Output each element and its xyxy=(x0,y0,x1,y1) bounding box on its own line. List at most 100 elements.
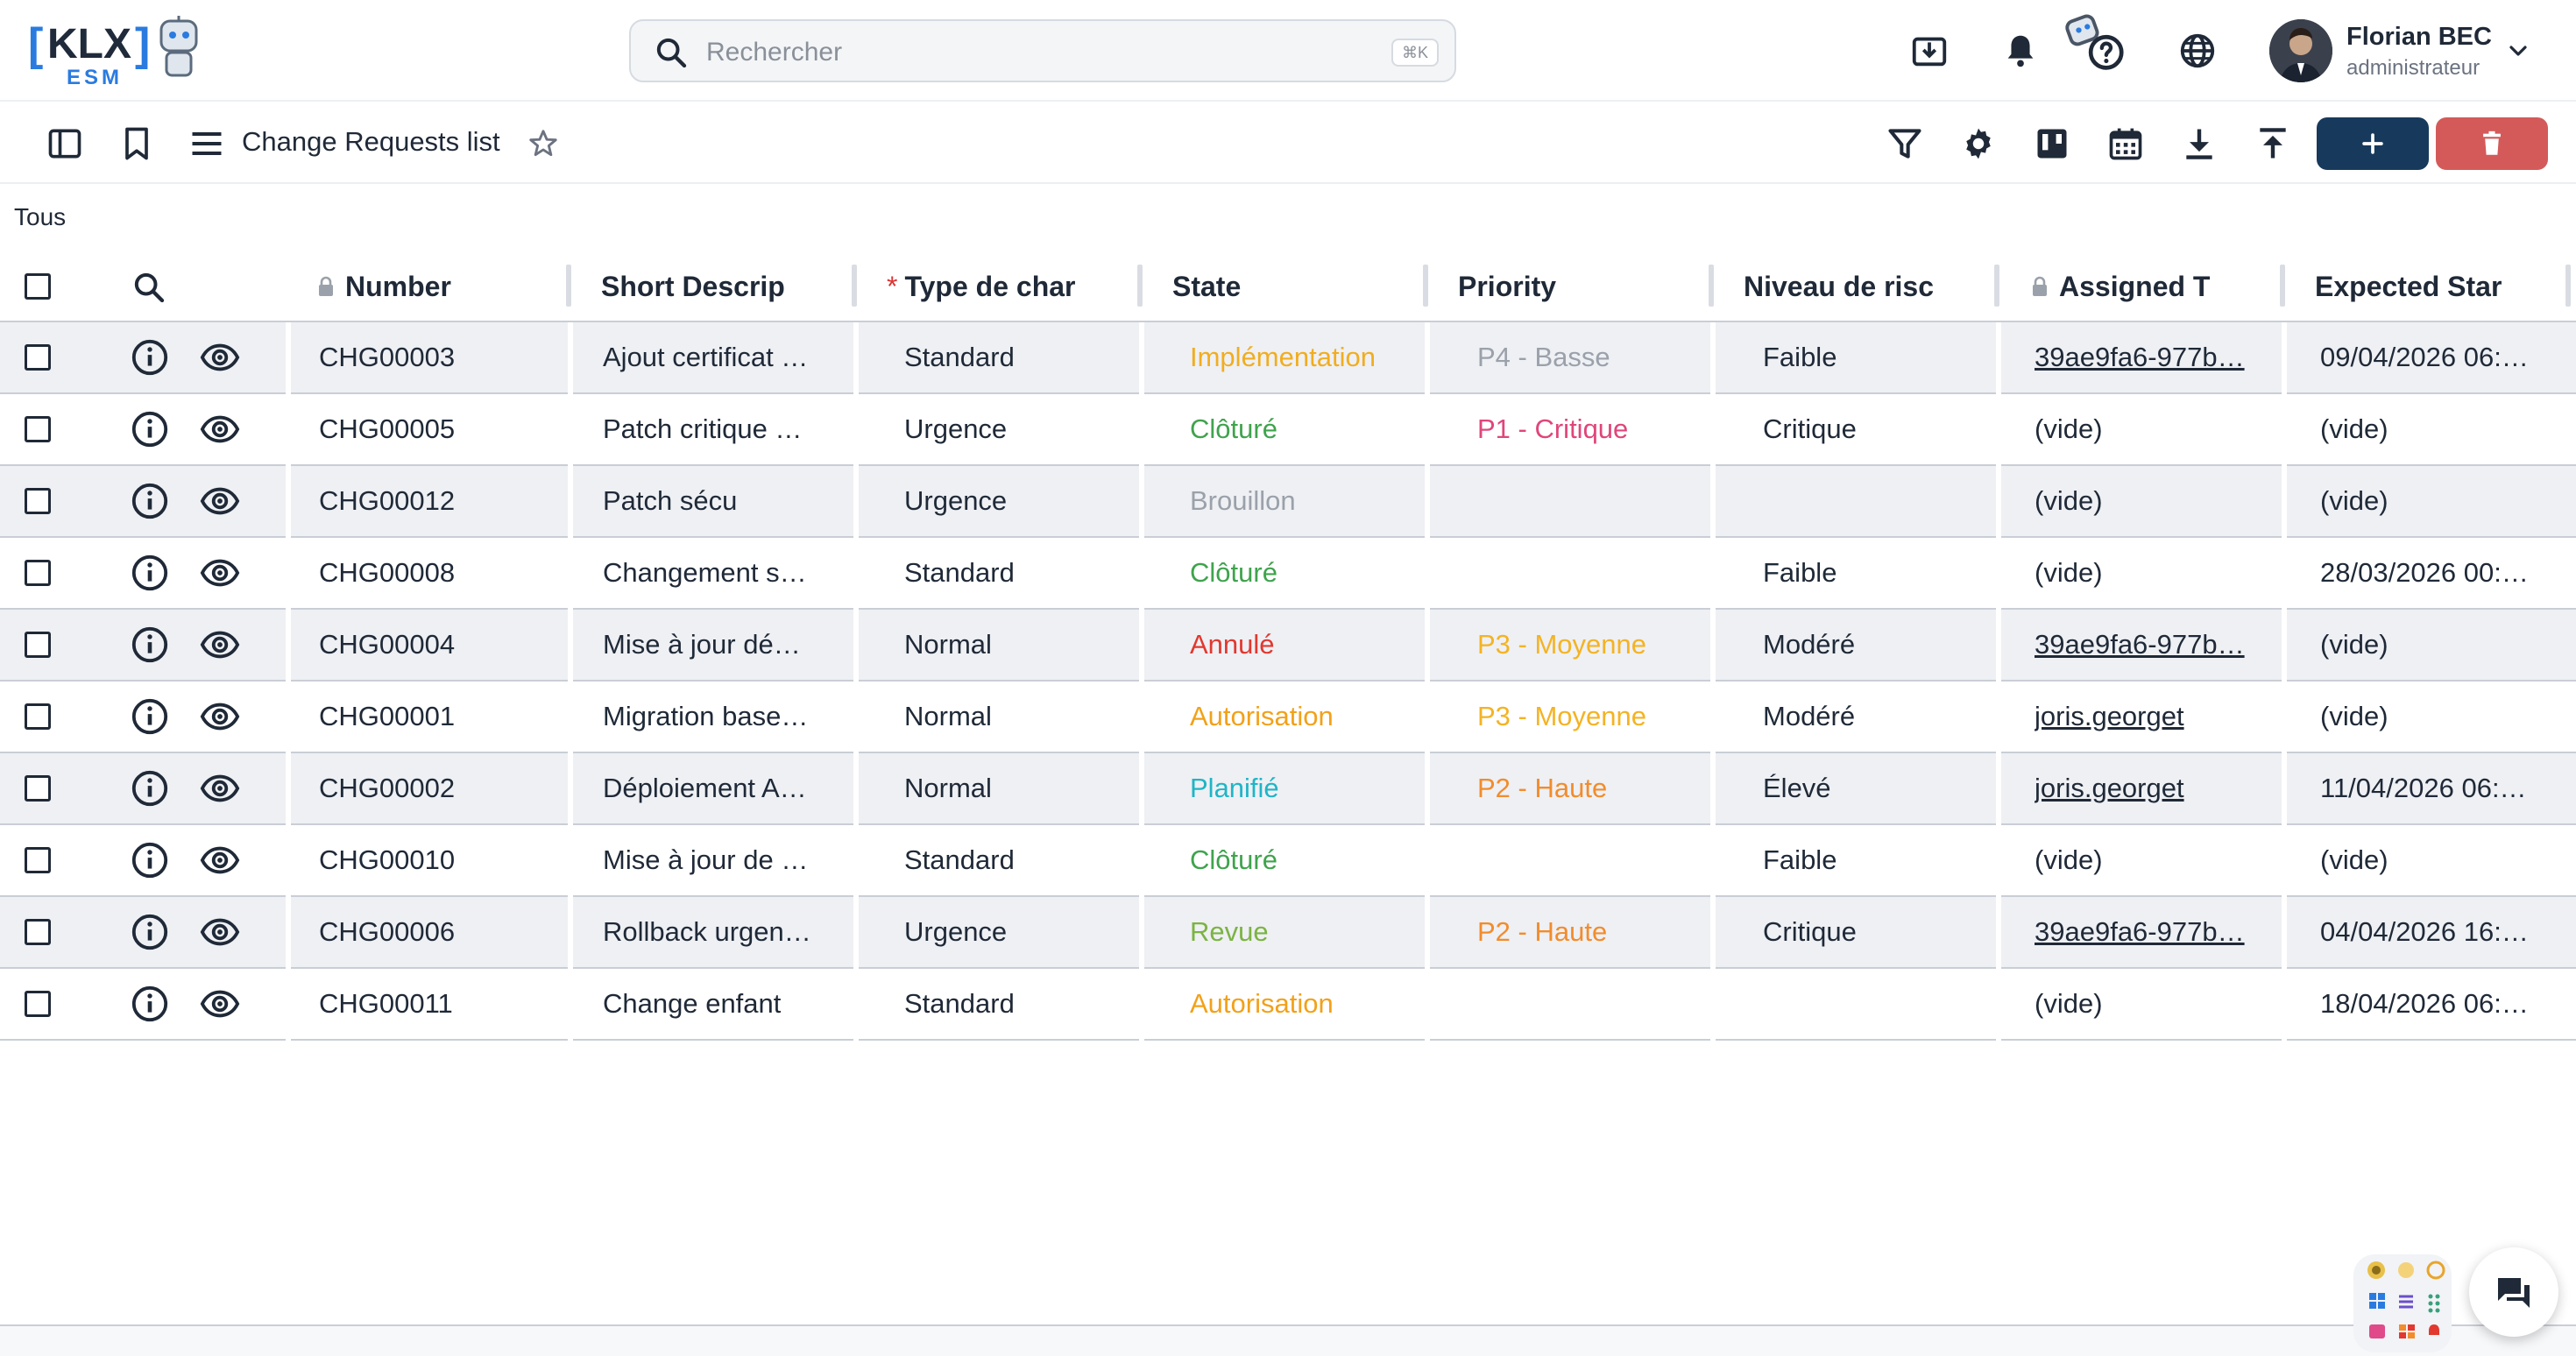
column-resize-handle[interactable] xyxy=(852,265,857,307)
column-resize-handle[interactable] xyxy=(566,265,571,307)
row-preview-button[interactable] xyxy=(200,768,240,809)
row-checkbox[interactable] xyxy=(25,703,51,730)
select-all-checkbox[interactable] xyxy=(25,273,51,300)
export-button[interactable] xyxy=(2176,121,2222,166)
language-button[interactable] xyxy=(2175,28,2220,74)
cell-desc-text: Patch sécu xyxy=(603,485,738,516)
cell-number[interactable]: CHG00003 xyxy=(319,322,582,392)
column-header-6[interactable]: Niveau de risc xyxy=(1744,251,1992,322)
cell-number[interactable]: CHG00004 xyxy=(319,610,582,680)
table-row[interactable]: CHG00001 Migration base… Normal Autorisatio… xyxy=(0,682,2576,753)
sidebar-toggle-button[interactable] xyxy=(42,121,88,166)
table-row[interactable]: CHG00010 Mise à jour de … Standard Clôturé F… xyxy=(0,825,2576,897)
search-bar[interactable]: ⌘K xyxy=(629,19,1456,82)
row-preview-button[interactable] xyxy=(200,409,240,449)
favorite-button[interactable] xyxy=(520,121,566,166)
column-header-8[interactable]: Expected Star xyxy=(2315,251,2550,322)
calendar-view-button[interactable] xyxy=(2103,121,2148,166)
column-gap xyxy=(1710,825,1716,897)
cell-assigned[interactable]: 39ae9fa6-977b… xyxy=(2035,610,2262,680)
column-header-1[interactable]: Number xyxy=(315,251,564,322)
row-checkbox[interactable] xyxy=(25,991,51,1017)
column-header-5[interactable]: Priority xyxy=(1458,251,1707,322)
eye-icon xyxy=(200,846,240,874)
row-preview-button[interactable] xyxy=(200,840,240,880)
cell-number[interactable]: CHG00012 xyxy=(319,466,582,536)
cell-assigned[interactable]: joris.georget xyxy=(2035,682,2262,752)
row-preview-button[interactable] xyxy=(200,481,240,521)
cell-number[interactable]: CHG00001 xyxy=(319,682,582,752)
table-row[interactable]: CHG00011 Change enfant Standard Autorisatio… xyxy=(0,969,2576,1041)
import-button[interactable] xyxy=(2250,121,2296,166)
row-preview-button[interactable] xyxy=(200,984,240,1024)
column-resize-handle[interactable] xyxy=(2565,265,2571,307)
cell-number[interactable]: CHG00006 xyxy=(319,897,582,967)
row-preview-button[interactable] xyxy=(200,337,240,378)
row-checkbox[interactable] xyxy=(25,416,51,442)
row-info-button[interactable] xyxy=(130,553,170,593)
column-header-2[interactable]: Short Descrip xyxy=(601,251,850,322)
column-resize-handle[interactable] xyxy=(1994,265,1999,307)
row-info-button[interactable] xyxy=(130,481,170,521)
user-menu[interactable]: Florian BEC administrateur xyxy=(2269,18,2550,84)
row-preview-button[interactable] xyxy=(200,696,240,737)
kanban-view-button[interactable] xyxy=(2029,121,2075,166)
table-row[interactable]: CHG00012 Patch sécu Urgence Brouillon (vide)… xyxy=(0,466,2576,538)
list-menu-button[interactable] xyxy=(184,121,230,166)
cell-number[interactable]: CHG00005 xyxy=(319,394,582,464)
cell-number[interactable]: CHG00011 xyxy=(319,969,582,1039)
table-row[interactable]: CHG00003 Ajout certificat … Standard Implém… xyxy=(0,322,2576,394)
settings-button[interactable] xyxy=(1956,121,2001,166)
column-resize-handle[interactable] xyxy=(2280,265,2285,307)
row-preview-button[interactable] xyxy=(200,912,240,952)
column-header-7[interactable]: Assigned T xyxy=(2029,251,2278,322)
bookmark-button[interactable] xyxy=(114,121,159,166)
table-row[interactable]: CHG00004 Mise à jour dé… Normal Annulé P3 - … xyxy=(0,610,2576,682)
help-assistant-button[interactable] xyxy=(2061,11,2131,81)
row-checkbox[interactable] xyxy=(25,344,51,371)
table-row[interactable]: CHG00005 Patch critique … Urgence Clôturé P1… xyxy=(0,394,2576,466)
row-info-button[interactable] xyxy=(130,768,170,809)
cell-number[interactable]: CHG00010 xyxy=(319,825,582,895)
row-checkbox[interactable] xyxy=(25,488,51,514)
cell-number[interactable]: CHG00008 xyxy=(319,538,582,608)
row-info-button[interactable] xyxy=(130,625,170,665)
app-logo[interactable]: [ KLX ] ESM xyxy=(28,16,216,89)
download-box-button[interactable] xyxy=(1907,28,1952,74)
cell-assigned[interactable]: joris.georget xyxy=(2035,753,2262,823)
row-info-button[interactable] xyxy=(130,840,170,880)
row-checkbox[interactable] xyxy=(25,847,51,873)
table-row[interactable]: CHG00006 Rollback urgen… Urgence Revue P2 - … xyxy=(0,897,2576,969)
row-preview-button[interactable] xyxy=(200,625,240,665)
row-info-button[interactable] xyxy=(130,912,170,952)
cell-number[interactable]: CHG00002 xyxy=(319,753,582,823)
column-header-4[interactable]: State xyxy=(1172,251,1421,322)
row-info-button[interactable] xyxy=(130,409,170,449)
column-resize-handle[interactable] xyxy=(1709,265,1714,307)
avatar[interactable] xyxy=(2269,19,2332,82)
column-resize-handle[interactable] xyxy=(1137,265,1143,307)
delete-records-button[interactable] xyxy=(2436,117,2548,170)
row-info-button[interactable] xyxy=(130,337,170,378)
row-info-button[interactable] xyxy=(130,696,170,737)
table-row[interactable]: CHG00008 Changement s… Standard Clôturé Faib… xyxy=(0,538,2576,610)
row-checkbox[interactable] xyxy=(25,919,51,945)
column-resize-handle[interactable] xyxy=(1423,265,1428,307)
search-input[interactable] xyxy=(706,33,1320,72)
table-row[interactable]: CHG00002 Déploiement A… Normal Planifié P2 -… xyxy=(0,753,2576,825)
filter-button[interactable] xyxy=(1882,121,1928,166)
row-checkbox[interactable] xyxy=(25,775,51,802)
apps-launcher[interactable] xyxy=(2353,1254,2452,1352)
row-info-button[interactable] xyxy=(130,984,170,1024)
chat-button[interactable] xyxy=(2469,1247,2558,1337)
add-record-button[interactable] xyxy=(2317,117,2429,170)
cell-assigned[interactable]: 39ae9fa6-977b… xyxy=(2035,897,2262,967)
column-header-3[interactable]: * Type de char xyxy=(887,251,1136,322)
active-filter-label[interactable]: Tous xyxy=(14,203,67,230)
row-preview-button[interactable] xyxy=(200,553,240,593)
row-checkbox[interactable] xyxy=(25,632,51,658)
row-checkbox[interactable] xyxy=(25,560,51,586)
notifications-button[interactable] xyxy=(1998,28,2043,74)
cell-assigned[interactable]: 39ae9fa6-977b… xyxy=(2035,322,2262,392)
column-search-icon[interactable] xyxy=(131,270,166,305)
